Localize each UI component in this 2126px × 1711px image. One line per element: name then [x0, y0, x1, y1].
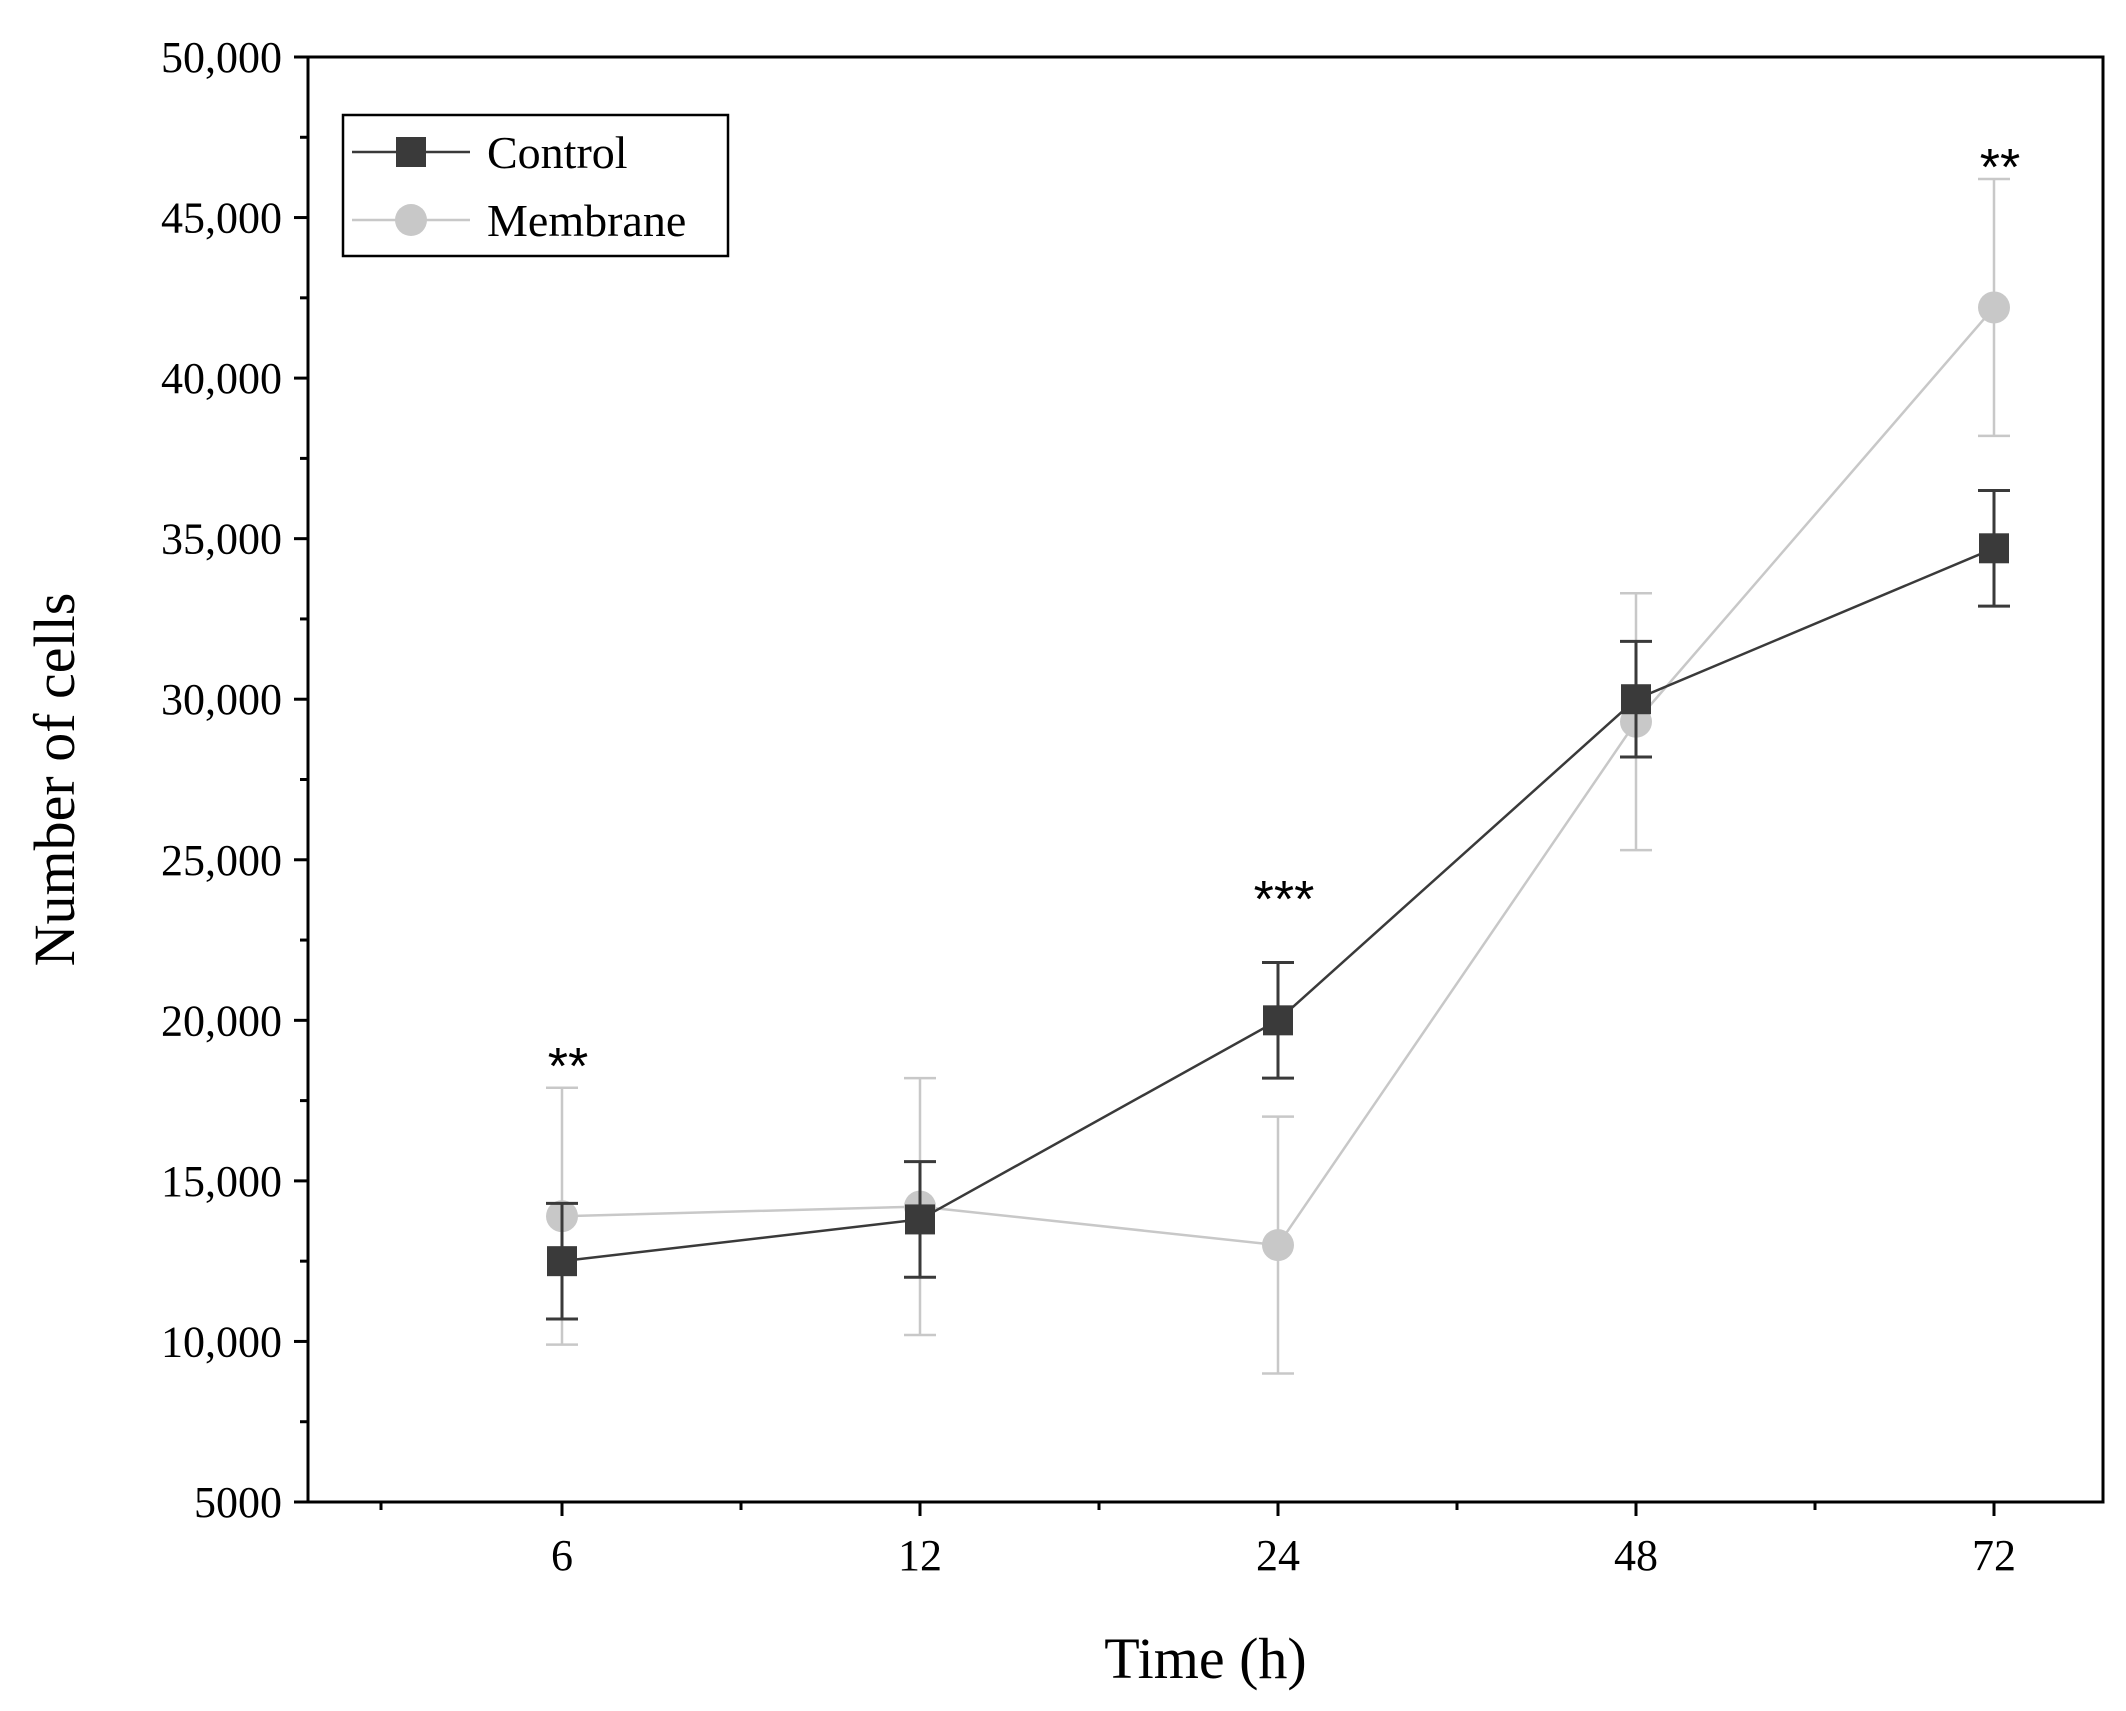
- x-tick-label: 72: [1972, 1531, 2016, 1580]
- legend-label: Control: [487, 127, 628, 178]
- data-point: [1621, 684, 1651, 715]
- y-tick-label: 45,000: [161, 194, 282, 243]
- y-tick-label: 25,000: [161, 836, 282, 885]
- legend-label: Membrane: [487, 195, 686, 246]
- significance-label: **: [1980, 139, 2020, 197]
- data-point: [1979, 533, 2009, 564]
- y-axis-title: Number of cells: [22, 593, 87, 967]
- data-point: [905, 1204, 935, 1235]
- legend-marker: [396, 137, 426, 167]
- series-line: [561, 306, 1995, 1247]
- x-tick-label: 24: [1256, 1531, 1300, 1580]
- x-tick-label: 6: [551, 1531, 573, 1580]
- x-axis: 6 12 24 48 72: [379, 1502, 2016, 1580]
- legend-marker: [395, 204, 427, 236]
- y-axis: 5000 10,000 15,000 20,000 25,000 30,000 35,000…: [161, 33, 308, 1527]
- data-point: [547, 1246, 577, 1277]
- data-point: [1262, 1229, 1294, 1262]
- y-tick-label: 15,000: [161, 1157, 282, 1206]
- y-tick-label: 30,000: [161, 675, 282, 724]
- data-point: [1263, 1005, 1293, 1036]
- legend: Control Membrane: [341, 113, 730, 258]
- annotations: *******: [548, 139, 2020, 1096]
- y-tick-label: 10,000: [161, 1317, 282, 1366]
- plot-border: [306, 55, 2105, 1504]
- series-membrane: [546, 177, 2010, 1375]
- y-tick-label: 50,000: [161, 33, 282, 82]
- plot-area: [306, 55, 2105, 1504]
- y-tick-label: 35,000: [161, 515, 282, 564]
- series-layer: [546, 177, 2010, 1375]
- series-control: [546, 489, 2010, 1321]
- y-tick-label: 5000: [194, 1478, 282, 1527]
- x-axis-title: Time (h): [1104, 1626, 1307, 1691]
- y-tick-label: 20,000: [161, 996, 282, 1045]
- x-tick-label: 48: [1614, 1531, 1658, 1580]
- x-tick-label: 12: [898, 1531, 942, 1580]
- y-tick-label: 40,000: [161, 354, 282, 403]
- significance-label: **: [548, 1038, 588, 1096]
- data-point: [1978, 291, 2010, 324]
- significance-label: ***: [1254, 871, 1315, 929]
